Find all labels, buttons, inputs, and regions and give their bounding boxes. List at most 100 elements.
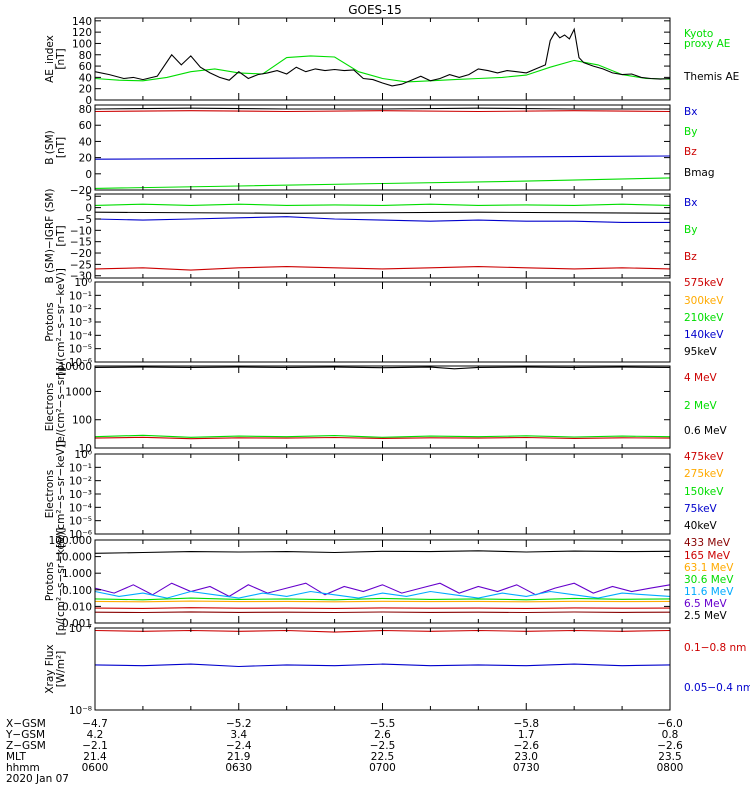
ytick-label-protons1-5: 10⁻⁵ (69, 344, 92, 356)
xaxis-value-0-0: −4.7 (82, 718, 108, 730)
ylabel-ae-1: [nT] (55, 48, 67, 69)
legend-xray-1: 0.05−0.4 nm (684, 682, 750, 694)
xaxis-row-label-2: Z−GSM (6, 740, 46, 752)
ytick-label-protons1-1: 10⁻¹ (69, 290, 92, 302)
legend-ae-0: Kyoto (684, 28, 713, 40)
ytick-label-bsm-2: 20 (79, 153, 92, 165)
ytick-label-protons1-0: 10⁰ (74, 277, 92, 289)
xaxis-row-label-3: MLT (6, 751, 26, 763)
legend-protons2-0: 433 MeV (684, 537, 731, 549)
ylabel-protons1-1: [p/(cm²−s−sr−keV)] (55, 268, 67, 376)
xaxis-value-1-1: 3.4 (230, 729, 247, 741)
xaxis-value-2-0: −5.5 (370, 718, 396, 730)
ytick-label-protons2-0: 100.000 (49, 535, 92, 547)
ytick-label-protons2-1: 10.000 (55, 552, 92, 564)
xaxis-value-4-3: 23.5 (658, 751, 681, 763)
xaxis-value-0-1: 4.2 (87, 729, 104, 741)
ytick-label-electrons2-6: 10⁻⁶ (69, 529, 92, 541)
series-bigrf-3 (94, 211, 671, 214)
panel-frame-electrons1 (94, 365, 671, 449)
ytick-label-ae-3: 60 (79, 61, 92, 73)
legend-bsm-3: Bmag (684, 167, 715, 179)
xaxis-value-3-2: −2.6 (514, 740, 540, 752)
ytick-label-electrons2-3: 10⁻³ (69, 489, 92, 501)
legend-electrons1-0: 4 MeV (684, 372, 718, 384)
legend-ae-2: Themis AE (683, 71, 739, 83)
panel-frame-xray (94, 627, 671, 711)
ytick-label-protons2-5: 0.001 (62, 618, 92, 630)
ytick-label-protons2-2: 1.000 (62, 568, 92, 580)
series-protons2-0 (94, 550, 671, 554)
ytick-label-electrons2-0: 10⁰ (74, 449, 92, 461)
series-ae-1 (94, 27, 671, 87)
ytick-label-electrons2-1: 10⁻¹ (69, 462, 92, 474)
ytick-label-protons2-3: 0.100 (62, 585, 92, 597)
xaxis-value-4-1: 0.8 (662, 729, 679, 741)
legend-electrons1-2: 0.6 MeV (684, 425, 728, 437)
legend-bsm-1: By (684, 126, 697, 138)
series-electrons1-0 (94, 366, 671, 370)
ytick-label-xray-1: 10⁻⁸ (69, 705, 92, 717)
legend-electrons2-4: 40keV (684, 520, 718, 532)
legend-xray-0: 0.1−0.8 nm (684, 642, 746, 654)
xaxis-value-3-4: 0730 (513, 762, 540, 774)
legend-protons2-6: 2.5 MeV (684, 610, 728, 622)
ytick-label-protons1-4: 10⁻⁴ (69, 330, 92, 342)
ytick-label-electrons1-3: 10000 (59, 361, 92, 373)
xaxis-value-3-0: −5.8 (514, 718, 540, 730)
legend-electrons1-1: 2 MeV (684, 400, 718, 412)
ytick-label-ae-0: 0 (85, 95, 92, 107)
series-protons2-2 (94, 590, 671, 599)
xaxis-value-2-4: 0700 (369, 762, 396, 774)
ylabel-electrons1-0: Electrons (44, 383, 56, 432)
series-protons2-4 (94, 600, 671, 603)
ylabel-protons2-0: Protons (44, 562, 56, 601)
legend-protons1-0: 575keV (684, 277, 724, 289)
series-electrons1-2 (94, 436, 671, 440)
legend-protons2-4: 11.6 MeV (684, 586, 734, 598)
xaxis-value-4-2: −2.6 (657, 740, 683, 752)
panel-frame-bsm (94, 104, 671, 191)
ytick-label-bigrf-3: −15 (70, 237, 92, 249)
plot-title: GOES-15 (348, 3, 402, 17)
panel-frame-protons2 (94, 539, 671, 624)
legend-protons2-3: 30.6 MeV (684, 574, 734, 586)
legend-protons1-1: 300keV (684, 295, 724, 307)
ytick-label-bsm-1: 0 (85, 169, 92, 181)
xaxis-value-4-0: −6.0 (657, 718, 683, 730)
ylabel-xray-1: [W/m²] (55, 651, 67, 688)
ytick-label-ae-4: 80 (79, 50, 92, 62)
panel-frame-electrons2 (94, 453, 671, 535)
series-bigrf-0 (94, 216, 670, 223)
xaxis-value-0-2: −2.1 (82, 740, 108, 752)
xaxis-row-label-0: X−GSM (6, 718, 46, 730)
ylabel-electrons1-1: [e/(cm²−s−sr)] (55, 367, 67, 446)
xaxis-value-3-1: 1.7 (518, 729, 535, 741)
series-electrons1-1 (94, 434, 671, 438)
ylabel-electrons2-1: [e/(cm²−s−sr−keV)] (55, 440, 67, 548)
legend-bigrf-1: By (684, 224, 697, 236)
ytick-label-bigrf-5: −5 (77, 214, 92, 226)
ytick-label-ae-6: 120 (72, 27, 92, 39)
xaxis-value-1-3: 21.9 (227, 751, 250, 763)
ylabel-electrons2-0: Electrons (44, 470, 56, 519)
xaxis-value-2-2: −2.5 (370, 740, 396, 752)
xaxis-value-3-3: 23.0 (515, 751, 538, 763)
xaxis-value-4-4: 0800 (657, 762, 684, 774)
ylabel-bigrf-0: B (SM)−IGRF (SM) (44, 188, 56, 283)
xaxis-row-label-4: hhmm (6, 762, 40, 774)
legend-electrons2-2: 150keV (684, 486, 724, 498)
ytick-label-electrons2-2: 10⁻² (69, 476, 92, 488)
ylabel-xray-0: Xray Flux (44, 644, 56, 693)
legend-bsm-2: Bz (684, 146, 697, 158)
legend-electrons2-1: 275keV (684, 468, 724, 480)
ytick-label-electrons2-5: 10⁻⁵ (69, 516, 92, 528)
series-bigrf-2 (94, 266, 671, 271)
ytick-label-protons1-6: 10⁻⁶ (69, 357, 92, 369)
legend-ae-1: proxy AE (684, 38, 730, 50)
